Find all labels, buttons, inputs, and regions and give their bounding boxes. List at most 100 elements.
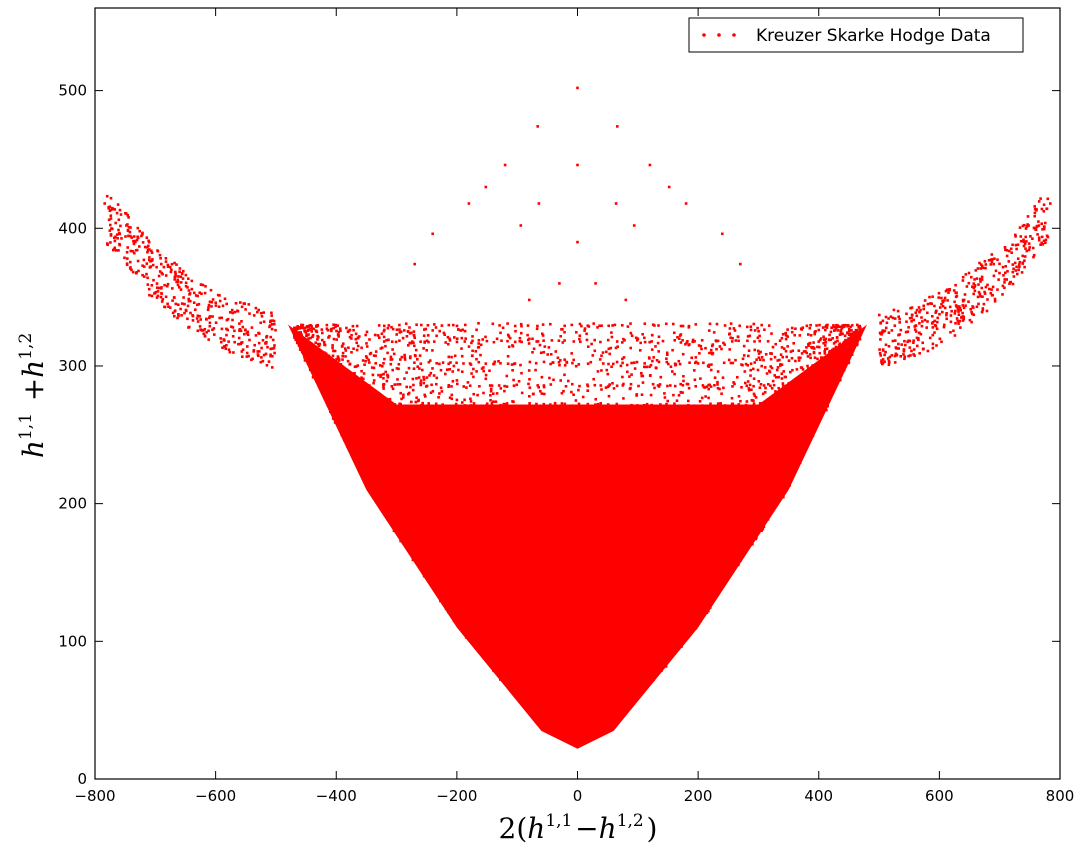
data-point: [362, 392, 365, 395]
data-point: [470, 341, 473, 345]
data-point: [576, 86, 579, 90]
data-point: [900, 343, 903, 346]
data-point: [910, 313, 914, 317]
data-point: [307, 333, 310, 336]
data-point: [201, 283, 205, 287]
data-point: [325, 393, 329, 396]
data-point: [412, 367, 416, 370]
data-point: [435, 376, 439, 380]
data-point: [366, 389, 370, 392]
data-point: [370, 428, 374, 432]
data-point: [114, 221, 117, 225]
data-point: [468, 384, 472, 387]
data-point: [489, 387, 493, 391]
data-point: [925, 326, 928, 329]
data-point: [759, 456, 762, 460]
data-point: [895, 353, 899, 357]
data-point: [395, 411, 398, 415]
data-point: [304, 353, 307, 357]
data-point: [147, 239, 150, 243]
data-point: [457, 368, 460, 372]
data-point: [612, 362, 615, 366]
data-point: [825, 347, 829, 350]
data-point: [770, 508, 773, 511]
data-point: [347, 431, 351, 434]
data-point: [803, 438, 806, 441]
data-point: [320, 381, 323, 384]
data-point: [967, 300, 970, 303]
data-point: [476, 393, 479, 397]
data-point: [941, 310, 944, 314]
data-point: [374, 482, 377, 486]
data-point: [920, 316, 923, 319]
data-point: [441, 361, 445, 364]
data-point: [423, 341, 426, 344]
data-point: [423, 571, 427, 574]
data-point: [881, 362, 884, 366]
data-point: [398, 331, 402, 334]
data-point: [420, 403, 423, 407]
data-point: [916, 344, 919, 348]
data-point: [808, 327, 812, 330]
data-point: [160, 271, 163, 275]
data-point: [705, 385, 709, 388]
data-point: [534, 368, 537, 372]
data-point: [385, 379, 389, 383]
data-point: [881, 358, 885, 361]
data-point: [737, 403, 741, 406]
data-point: [391, 348, 394, 351]
data-point: [817, 387, 820, 391]
data-point: [972, 282, 975, 285]
data-point: [679, 382, 682, 386]
data-point: [363, 453, 366, 456]
data-point: [385, 338, 388, 342]
data-point: [799, 421, 803, 424]
data-point: [439, 599, 442, 603]
data-point: [310, 327, 314, 330]
data-point: [375, 457, 379, 461]
data-point: [707, 609, 710, 613]
data-point: [782, 412, 786, 415]
data-point: [453, 354, 457, 358]
data-point: [127, 226, 131, 229]
data-point: [246, 333, 250, 336]
data-point: [984, 266, 987, 270]
data-point: [129, 266, 132, 269]
data-point: [806, 355, 810, 358]
data-point: [673, 339, 676, 342]
data-point: [387, 338, 390, 342]
data-point: [200, 292, 203, 295]
data-point: [374, 497, 378, 500]
data-point: [899, 355, 902, 358]
data-point: [469, 397, 472, 401]
data-point: [730, 402, 734, 406]
data-point: [753, 394, 757, 397]
data-point: [337, 404, 340, 408]
data-point: [117, 249, 120, 252]
data-point: [538, 343, 542, 347]
data-point: [937, 296, 940, 299]
data-point: [824, 393, 827, 396]
data-point: [774, 390, 777, 393]
data-point: [307, 337, 310, 340]
data-point: [136, 235, 139, 239]
legend-marker: [702, 33, 706, 37]
data-point: [106, 243, 109, 247]
data-point: [800, 366, 804, 369]
data-point: [700, 347, 703, 351]
data-point: [844, 338, 847, 342]
data-point: [759, 437, 763, 440]
data-point: [787, 458, 791, 462]
data-point: [677, 359, 681, 363]
data-point: [439, 368, 443, 372]
data-point: [756, 336, 760, 339]
data-point: [764, 353, 768, 356]
data-point: [337, 402, 341, 406]
data-point: [642, 404, 646, 407]
data-point: [768, 411, 772, 415]
data-point: [789, 440, 792, 443]
data-point: [745, 546, 749, 549]
data-point: [485, 404, 488, 407]
data-point: [379, 397, 382, 401]
data-point: [150, 294, 154, 298]
